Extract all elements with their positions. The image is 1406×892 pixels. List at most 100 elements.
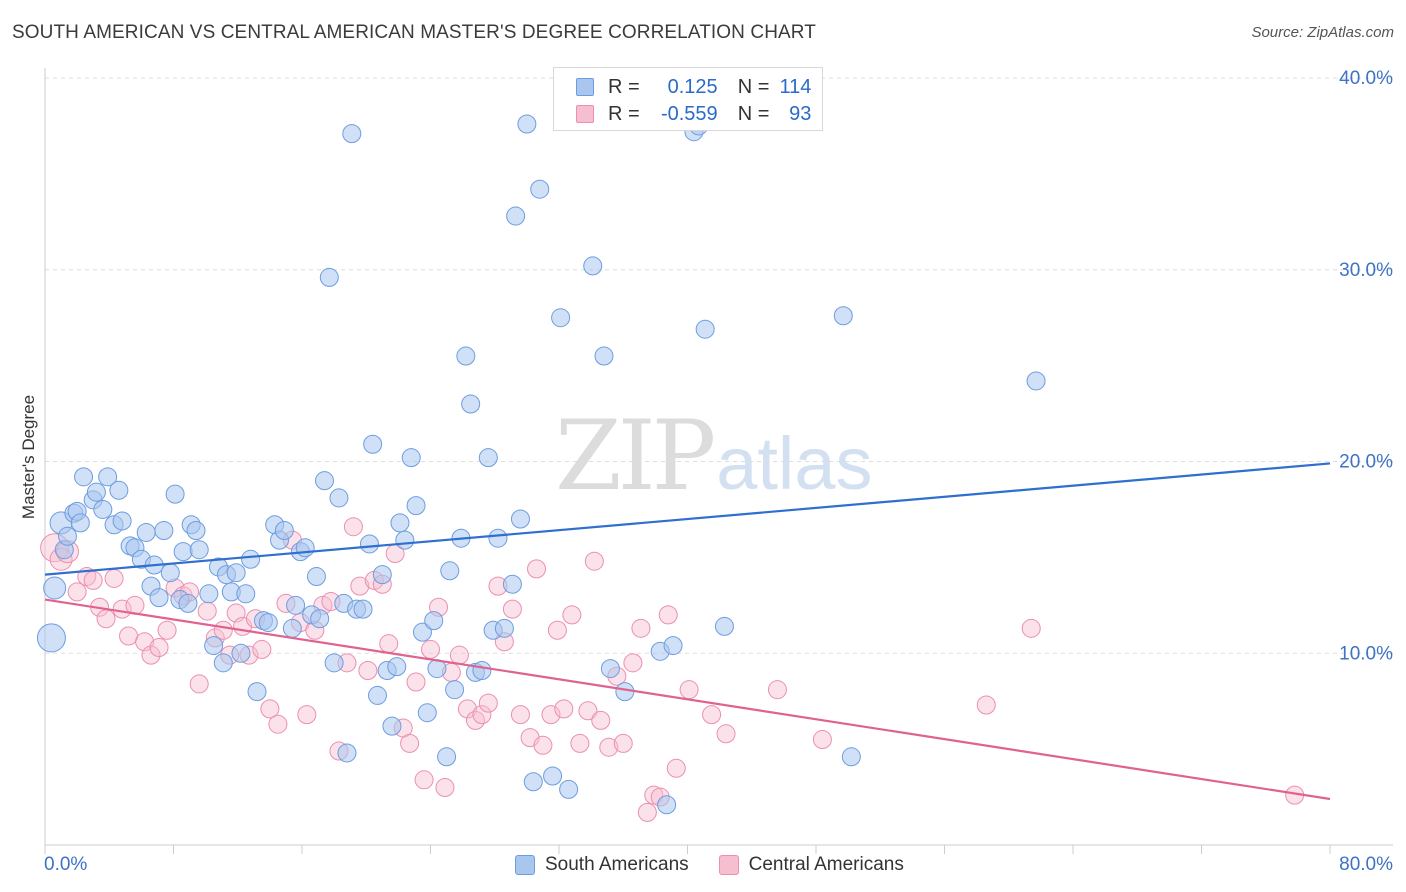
legend-n-value: 114 [779, 75, 812, 98]
south-american-point [173, 542, 193, 562]
south-american-point [247, 682, 267, 702]
central-american-point [457, 699, 477, 719]
south-american-point [213, 653, 233, 673]
chart-title: SOUTH AMERICAN VS CENTRAL AMERICAN MASTE… [12, 22, 816, 43]
series-legend: South Americans Central Americans [515, 852, 934, 878]
south-american-point [502, 574, 522, 594]
central-american-point [149, 637, 169, 657]
south-american-point [165, 484, 185, 504]
south-american-point [337, 743, 357, 763]
central-american-point [502, 599, 522, 619]
south-american-point [57, 526, 77, 546]
south-american-point [329, 488, 349, 508]
south-american-point [109, 480, 129, 500]
watermark-zip: ZIP [555, 400, 716, 512]
south-american-point [412, 622, 432, 642]
south-american-point [310, 609, 330, 629]
south-american-point [833, 306, 853, 326]
axis-labels: 10.0% 20.0% 30.0% 40.0% 0.0% 80.0% Master's De… [19, 68, 1393, 875]
y-tick-label: 40.0% [1339, 68, 1393, 89]
south-american-point [506, 206, 526, 226]
legend-n-value: 93 [789, 102, 812, 125]
legend-n-label: N = [737, 75, 770, 98]
south-american-point [530, 179, 550, 199]
south-american-point [517, 114, 537, 134]
legend-swatch-blue [576, 78, 594, 96]
south-american-point [241, 549, 261, 569]
south-american-point [1026, 371, 1046, 391]
south-american-point [306, 567, 326, 587]
central-american-point [67, 582, 87, 602]
south-american-point [445, 680, 465, 700]
central-american-point [613, 733, 633, 753]
south-american-point [74, 467, 94, 487]
south-american-point [363, 434, 383, 454]
south-american-point [236, 584, 256, 604]
legend-r-label: R = [608, 75, 640, 98]
central-americans-trend-line [44, 598, 1331, 801]
south-american-point [456, 346, 476, 366]
central-american-point [83, 570, 103, 590]
south-american-point [286, 595, 306, 615]
central-american-point [478, 693, 498, 713]
south-americans-points [36, 114, 1046, 815]
south-american-point [199, 584, 219, 604]
south-american-point [112, 511, 132, 531]
legend-r-value: -0.559 [660, 102, 718, 125]
south-american-point [510, 509, 530, 529]
central-american-point [510, 705, 530, 725]
south-american-point [437, 747, 457, 767]
south-american-point [295, 538, 315, 558]
central-american-point [623, 653, 643, 673]
south-american-point [178, 593, 198, 613]
south-american-point [258, 613, 278, 633]
central-american-point [1021, 618, 1041, 638]
south-american-point [424, 611, 444, 631]
central-american-point [343, 517, 363, 537]
south-american-point [93, 499, 113, 519]
south-american-point [395, 530, 415, 550]
south-american-point [324, 653, 344, 673]
south-american-point [226, 563, 246, 583]
central-american-point [414, 770, 434, 790]
central-american-point [104, 568, 124, 588]
x-tick-label-max: 80.0% [1339, 854, 1393, 875]
legend-swatch-blue [515, 855, 535, 875]
central-american-point [541, 705, 561, 725]
south-american-point [319, 267, 339, 287]
central-american-point [584, 551, 604, 571]
central-american-point [591, 710, 611, 730]
south-american-point [551, 308, 571, 328]
central-american-point [350, 576, 370, 596]
central-american-point [213, 620, 233, 640]
central-american-point [472, 705, 492, 725]
south-american-point [461, 394, 481, 414]
south-american-point [36, 623, 66, 653]
central-american-point [812, 730, 832, 750]
central-american-point [570, 733, 590, 753]
south-american-point [160, 563, 180, 583]
legend-item-south-americans[interactable]: South Americans [515, 854, 689, 876]
south-american-point [382, 716, 402, 736]
central-american-point [554, 699, 574, 719]
central-american-point [252, 639, 272, 659]
south-american-point [359, 534, 379, 554]
central-american-point [679, 680, 699, 700]
south-american-point [86, 482, 106, 502]
south-american-point [841, 747, 861, 767]
central-american-point [297, 705, 317, 725]
south-american-point [98, 467, 118, 487]
south-american-point [494, 618, 514, 638]
legend-item-central-americans[interactable]: Central Americans [718, 854, 904, 876]
stats-legend: R = 0.125 N = 114 R = -0.559 N = 93 [553, 67, 823, 131]
central-american-point [268, 714, 288, 734]
central-american-point [527, 559, 547, 579]
legend-swatch-pink [718, 855, 739, 875]
central-american-point [421, 639, 440, 659]
south-american-point [367, 685, 387, 705]
central-american-point [631, 618, 651, 638]
south-american-point [594, 346, 614, 366]
x-tick-label-min: 0.0% [44, 854, 87, 875]
south-american-point [600, 659, 620, 679]
south-american-point [663, 636, 683, 656]
